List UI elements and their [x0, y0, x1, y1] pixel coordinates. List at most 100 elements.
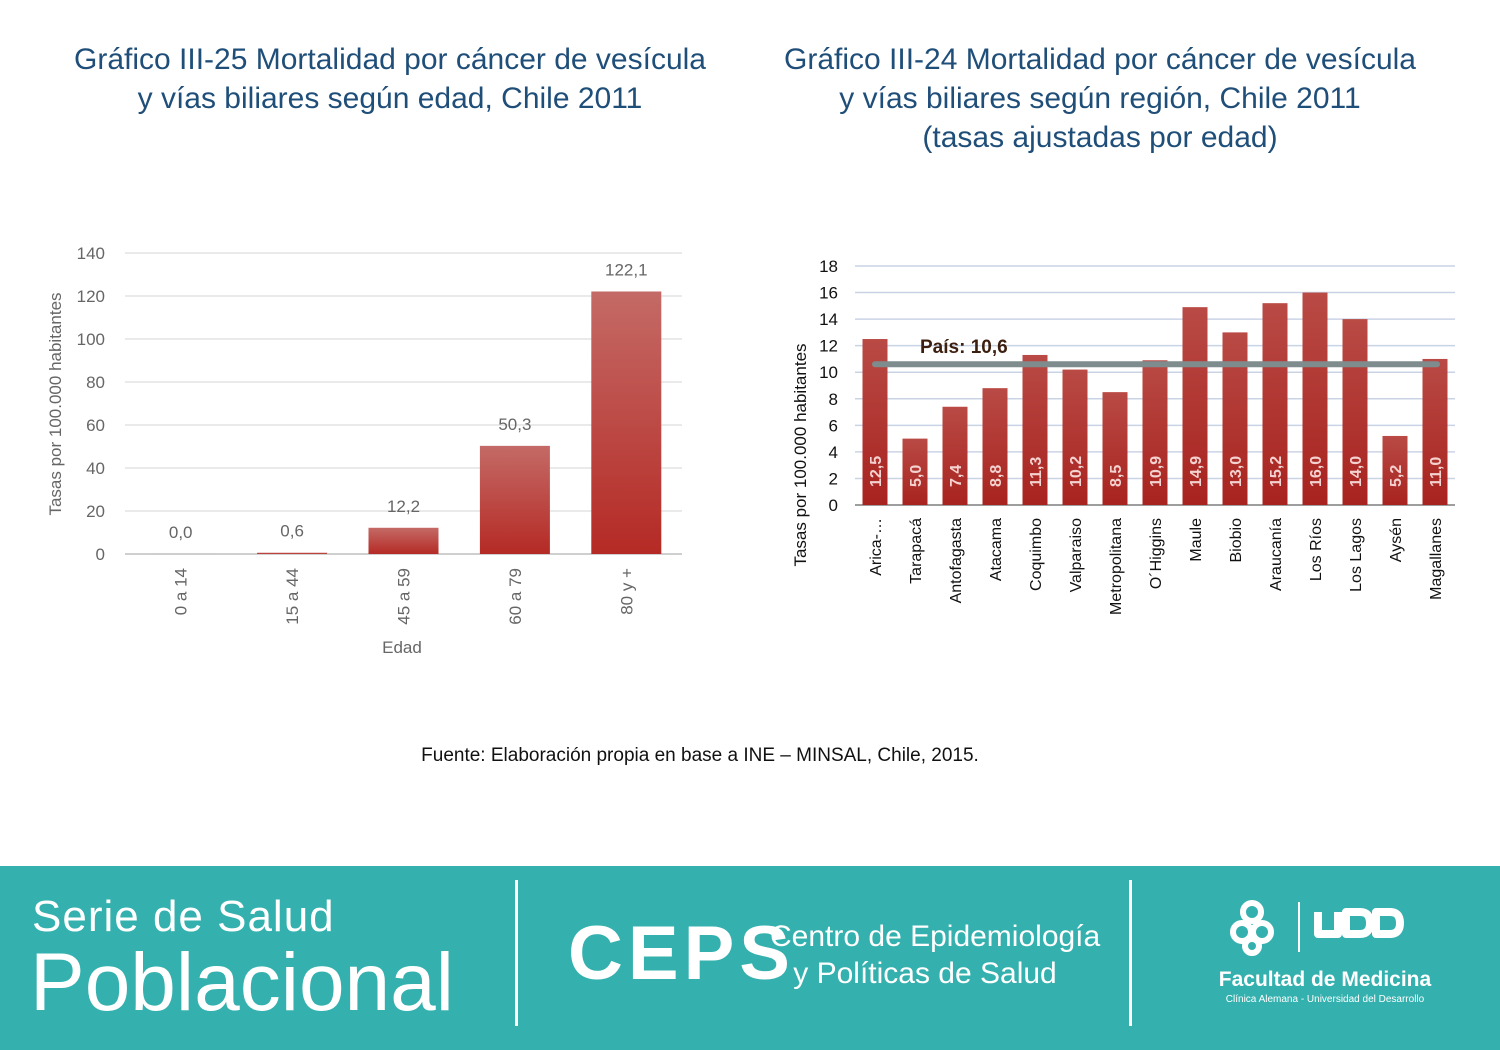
right-category-label: Los Ríos [1308, 518, 1325, 581]
chart-left-title-line2: y vías biliares según edad, Chile 2011 [137, 82, 643, 115]
left-x-axis-title: Edad [382, 638, 422, 657]
left-category-label: 60 a 79 [506, 568, 525, 625]
source-note: Fuente: Elaboración propia en base a INE… [421, 745, 979, 766]
right-bar [1142, 360, 1168, 505]
right-data-label: 11,0 [1428, 457, 1445, 487]
right-data-label: 11,3 [1028, 457, 1045, 487]
right-data-label: 15,2 [1268, 456, 1285, 487]
right-data-label: 13,0 [1228, 456, 1245, 487]
left-bar [591, 291, 662, 554]
right-category-label: Atacama [988, 518, 1005, 581]
udd-logo-icon [1230, 900, 1404, 956]
chart-right-title: Gráfico III-24 Mortalidad por cáncer de … [750, 40, 1450, 157]
right-bar [1062, 369, 1088, 505]
left-ytick-label: 140 [77, 244, 105, 263]
right-bar [1102, 392, 1128, 505]
right-category-label: Biobio [1228, 518, 1245, 563]
right-ytick-label: 0 [829, 496, 838, 515]
right-bar [1182, 307, 1208, 505]
footer-divider-right [1129, 880, 1132, 1026]
left-ytick-label: 40 [86, 459, 105, 478]
right-data-label: 16,0 [1308, 456, 1325, 487]
right-category-label: Valparaiso [1068, 518, 1085, 593]
right-data-label: 8,5 [1108, 465, 1125, 487]
right-category-label: Araucanía [1268, 518, 1285, 591]
right-bar [1302, 292, 1328, 505]
right-ytick-label: 6 [829, 416, 838, 435]
left-data-label: 50,3 [498, 415, 531, 434]
right-category-label: Los Lagos [1348, 518, 1365, 592]
footer-banner: Serie de Salud Poblacional CEPS Centro d… [0, 866, 1500, 1050]
right-ytick-label: 10 [819, 363, 838, 382]
right-data-label: 5,2 [1388, 465, 1405, 487]
right-data-label: 10,2 [1068, 456, 1085, 487]
right-ytick-label: 8 [829, 390, 838, 409]
series-title-line1: Serie de Salud [32, 892, 335, 941]
right-data-label: 5,0 [908, 465, 925, 487]
right-category-label: Antofagasta [948, 518, 965, 604]
left-data-label: 0,6 [280, 522, 304, 541]
right-data-label: 10,9 [1148, 456, 1165, 487]
right-bar [1222, 332, 1248, 505]
right-ytick-label: 18 [819, 257, 838, 276]
left-ytick-label: 80 [86, 373, 105, 392]
left-data-label: 0,0 [169, 523, 193, 542]
chart-right-title-line1: Gráfico III-24 Mortalidad por cáncer de … [784, 43, 1416, 76]
right-ytick-label: 16 [819, 284, 838, 303]
right-ytick-label: 14 [819, 310, 838, 329]
national-average-label: País: 10,6 [920, 337, 1008, 358]
right-bar [1262, 303, 1288, 505]
left-bar [479, 445, 550, 554]
right-ytick-label: 2 [829, 469, 838, 488]
left-category-label: 45 a 59 [395, 568, 414, 625]
right-data-label: 12,5 [868, 456, 885, 487]
right-bar [942, 406, 968, 505]
left-category-label: 80 y + [617, 568, 636, 615]
ceps-subtitle-line1: Centro de Epidemiología [770, 920, 1101, 953]
series-title-line2: Poblacional [30, 937, 454, 1028]
right-bar [1022, 354, 1048, 505]
ceps-subtitle-line2: y Políticas de Salud [793, 957, 1057, 990]
right-bar [1422, 358, 1448, 505]
right-category-label: Tarapacá [908, 518, 925, 584]
right-category-label: Coquimbo [1028, 518, 1045, 591]
chart-right: 0 2 4 6 8 10 12 14 16 18 12,5 Arica-… 5,0 Tarapacá 7,4… [791, 257, 1455, 615]
chart-left-title: Gráfico III-25 Mortalidad por cáncer de … [40, 40, 740, 118]
chart-left-title-line1: Gráfico III-25 Mortalidad por cáncer de … [74, 43, 706, 76]
chart-right-title-line2: y vías biliares según región, Chile 2011 [839, 82, 1361, 115]
left-ytick-label: 60 [86, 416, 105, 435]
right-data-label: 8,8 [988, 465, 1005, 487]
right-bar [1342, 319, 1368, 505]
chart-right-title-line3: (tasas ajustadas por edad) [922, 121, 1278, 154]
faculty-name: Facultad de Medicina [1218, 968, 1432, 991]
ceps-subtitle: Centro de Epidemiología y Políticas de S… [770, 918, 1101, 992]
left-bar [368, 527, 439, 554]
right-ytick-label: 12 [819, 337, 838, 356]
left-ytick-label: 0 [96, 545, 105, 564]
left-bar [257, 552, 328, 554]
right-category-label: Magallanes [1428, 518, 1445, 600]
right-bar [982, 388, 1008, 505]
left-data-label: 122,1 [605, 260, 648, 279]
right-data-label: 14,9 [1188, 456, 1205, 487]
left-category-label: 15 a 44 [283, 568, 302, 625]
left-ytick-label: 100 [77, 330, 105, 349]
ceps-logo-text: CEPS [568, 911, 795, 996]
left-ytick-label: 120 [77, 287, 105, 306]
right-y-axis-title: Tasas por 100.000 habitantes [791, 343, 810, 566]
right-bar [902, 438, 928, 505]
left-data-label: 12,2 [387, 497, 420, 516]
right-category-label: Maule [1188, 518, 1205, 562]
right-bar [1382, 435, 1408, 505]
right-category-label: O´Higgins [1148, 518, 1165, 589]
footer-divider-left [515, 880, 518, 1026]
right-category-label: Arica-… [868, 518, 885, 576]
chart-left: 0 20 40 60 80 100 120 140 0,0 0 a 14 0,6 15 a 44 12,… [46, 244, 682, 657]
right-data-label: 7,4 [948, 465, 965, 487]
left-ytick-label: 20 [86, 502, 105, 521]
left-category-label: 0 a 14 [172, 568, 191, 615]
right-category-label: Aysén [1388, 518, 1405, 562]
left-y-axis-title: Tasas por 100.000 habitantes [46, 292, 65, 515]
faculty-subtitle: Clínica Alemana - Universidad del Desarr… [1225, 994, 1425, 1005]
